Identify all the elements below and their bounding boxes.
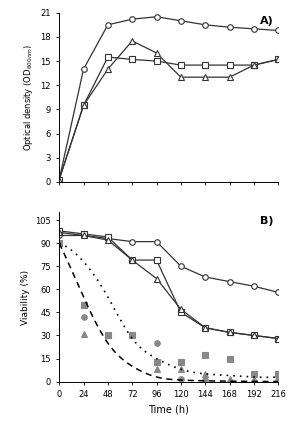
Y-axis label: Optical density (OD$_{600nm}$): Optical density (OD$_{600nm}$)	[22, 44, 35, 151]
Y-axis label: Viability (%): Viability (%)	[20, 269, 30, 324]
Text: A): A)	[260, 16, 274, 26]
Text: B): B)	[260, 216, 274, 226]
X-axis label: Time (h): Time (h)	[148, 404, 189, 415]
